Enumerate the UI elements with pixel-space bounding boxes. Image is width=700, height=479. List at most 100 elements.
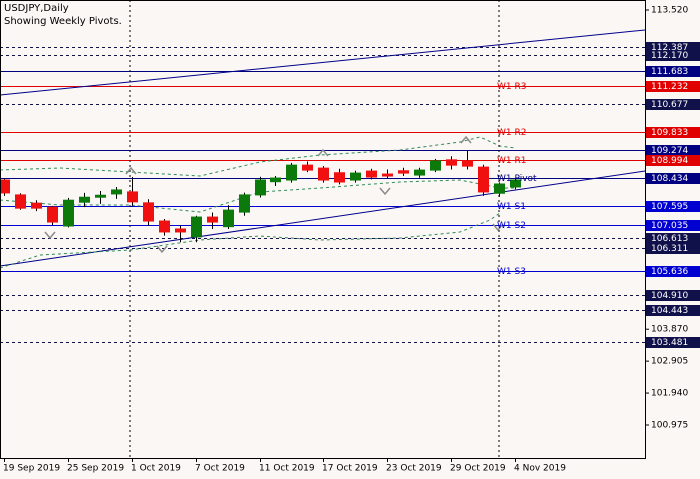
candle-body (0, 179, 10, 194)
candle-body (143, 202, 154, 222)
level-label-box (646, 243, 700, 254)
candle-body (510, 179, 521, 188)
level-label: 104.443 (651, 306, 688, 316)
level-label: 111.683 (651, 67, 688, 77)
level-label: 106.613 (651, 234, 688, 244)
x-tick-label: 11 Oct 2019 (259, 464, 315, 474)
candle-body (286, 164, 297, 181)
x-tick-label: 4 Nov 2019 (514, 464, 566, 474)
level-label-box (646, 99, 700, 110)
level-label: 111.232 (651, 82, 688, 92)
level-label: 109.833 (651, 128, 688, 138)
fractals (44, 135, 504, 254)
pivot-name: W1 S3 (497, 267, 526, 277)
x-tick-label: 7 Oct 2019 (195, 464, 245, 474)
x-tick-label: 25 Sep 2019 (67, 464, 124, 474)
candle-body (111, 189, 122, 195)
pivot-name: W1 Pivot (497, 174, 537, 184)
candle-body (191, 216, 202, 238)
level-label: 112.387 (651, 43, 688, 53)
level-label-box (646, 155, 700, 166)
pivot-name: W1 R1 (497, 156, 526, 166)
level-label: 104.910 (651, 291, 688, 301)
candles (0, 150, 521, 243)
level-label-box (646, 66, 700, 77)
candle-body (430, 160, 441, 171)
level-label-box (646, 220, 700, 231)
level-label-box (646, 290, 700, 301)
candle-body (478, 166, 489, 193)
candle-body (414, 169, 425, 176)
level-label-box (646, 173, 700, 184)
x-tick-label: 1 Oct 2019 (131, 464, 181, 474)
candle-body (31, 202, 42, 209)
channel-lower (0, 170, 646, 267)
candle-body (15, 194, 26, 209)
level-label: 106.311 (651, 244, 688, 254)
pivot-name: W1 R2 (497, 128, 526, 138)
level-label: 107.035 (651, 221, 688, 231)
level-label-box (646, 145, 700, 156)
level-label-box (646, 201, 700, 212)
level-label: 105.636 (651, 267, 688, 277)
fractal-up (125, 166, 137, 175)
level-label-box (646, 50, 700, 61)
level-label: 110.677 (651, 100, 688, 110)
y-tick-label: 101.940 (651, 389, 688, 399)
y-tick-label: 113.520 (651, 5, 688, 15)
level-label-box (646, 266, 700, 277)
x-tick-label: 23 Oct 2019 (386, 464, 442, 474)
candle-body (334, 172, 345, 183)
candle-body (127, 191, 138, 203)
candle-body (239, 194, 250, 213)
fractal-down (379, 187, 391, 196)
candle-body (446, 159, 457, 166)
x-tick-label: 17 Oct 2019 (322, 464, 378, 474)
candle-body (159, 220, 170, 233)
level-label-box (646, 337, 700, 348)
candle-body (223, 209, 234, 228)
pivot-name: W1 S2 (497, 221, 526, 231)
candle-body (79, 196, 90, 203)
pivot-name: W1 R3 (497, 82, 526, 92)
fractal-up (317, 148, 329, 157)
x-tick-label: 29 Oct 2019 (450, 464, 506, 474)
chart-title: USDJPY,Daily (4, 3, 69, 14)
channel-upper (0, 29, 646, 96)
candle-body (382, 173, 393, 177)
candle-body (175, 228, 186, 233)
candle-body (494, 183, 505, 194)
chart-subtitle: Showing Weekly Pivots. (4, 16, 122, 27)
level-label: 109.274 (651, 146, 688, 156)
y-tick-label: 103.870 (651, 325, 688, 335)
candle-body (350, 172, 361, 181)
x-tick-label: 19 Sep 2019 (3, 464, 60, 474)
level-label-box (646, 127, 700, 138)
y-tick-label: 100.975 (651, 420, 688, 430)
candle-body (398, 170, 409, 174)
level-label-box (646, 81, 700, 92)
candle-body (95, 194, 106, 198)
level-label: 107.595 (651, 202, 688, 212)
fractal-down (44, 231, 56, 240)
candle-body (462, 160, 473, 167)
fractal-down (156, 245, 168, 254)
level-label-box (646, 233, 700, 244)
candle-body (302, 164, 313, 171)
level-label-box (646, 42, 700, 53)
fractal-down (492, 223, 504, 232)
candle-body (270, 177, 281, 183)
candle-body (207, 216, 218, 223)
level-label: 112.170 (651, 51, 688, 61)
candle-body (366, 170, 377, 178)
candle-body (318, 167, 329, 181)
candle-body (63, 199, 74, 227)
level-label: 108.994 (651, 156, 688, 166)
y-tick-label: 102.905 (651, 357, 688, 367)
level-label-box (646, 305, 700, 316)
fractal-up (460, 135, 472, 144)
candle-body (47, 206, 58, 223)
candle-body (255, 179, 266, 196)
